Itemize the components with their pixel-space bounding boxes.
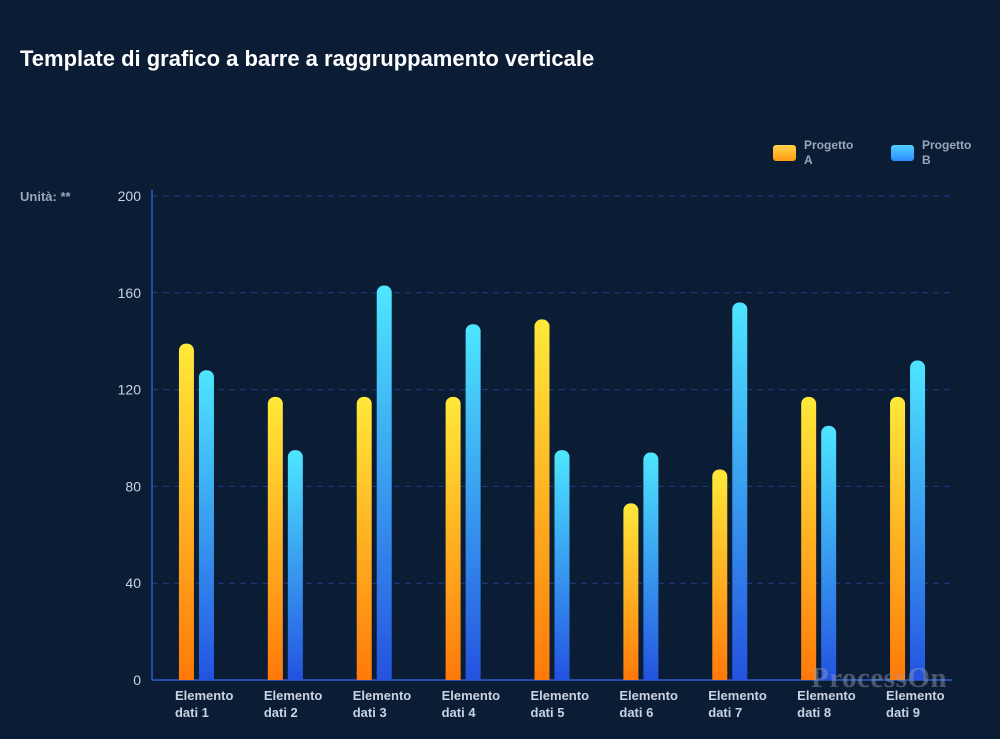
- x-tick-label-line-2: dati 8: [797, 705, 831, 720]
- y-tick-label: 40: [125, 575, 141, 591]
- y-axis-unit-label: Unità: **: [20, 189, 71, 204]
- y-tick-label: 200: [118, 188, 142, 204]
- x-tick-label-line-1: Elemento: [797, 688, 856, 703]
- bar-base-progetto-a-4: [445, 672, 461, 680]
- bar-progetto-a-6: [623, 503, 639, 680]
- legend-label-line-1: Progetto: [922, 138, 972, 152]
- bars: [178, 285, 926, 680]
- bar-base-progetto-b-7: [732, 672, 748, 680]
- legend-swatch-progetto-b: [891, 145, 914, 161]
- bar-progetto-b-8: [821, 425, 837, 680]
- legend-item-progetto-b[interactable]: Progetto B: [891, 138, 983, 168]
- bar-progetto-b-5: [554, 450, 570, 680]
- x-tick-label-line-2: dati 9: [886, 705, 920, 720]
- bar-progetto-a-8: [801, 396, 817, 680]
- bar-progetto-b-9: [910, 360, 926, 680]
- bar-base-progetto-b-6: [643, 672, 659, 680]
- bar-progetto-a-5: [534, 319, 550, 680]
- x-tick-label-line-2: dati 7: [708, 705, 742, 720]
- grid-lines: [152, 195, 952, 584]
- x-tick-label-line-1: Elemento: [175, 688, 234, 703]
- bar-progetto-b-7: [732, 302, 748, 680]
- bar-progetto-a-9: [890, 396, 906, 680]
- bar-progetto-a-7: [712, 469, 728, 680]
- x-tick-label-line-2: dati 5: [531, 705, 565, 720]
- x-tick-label-line-2: dati 4: [442, 705, 477, 720]
- x-tick-label-line-2: dati 2: [264, 705, 298, 720]
- x-tick-label-line-1: Elemento: [442, 688, 501, 703]
- x-tick-label-line-2: dati 3: [353, 705, 387, 720]
- x-tick-label-line-1: Elemento: [353, 688, 412, 703]
- bar-base-progetto-a-8: [801, 672, 817, 680]
- bar-progetto-b-4: [465, 324, 481, 680]
- x-tick-label-line-1: Elemento: [531, 688, 590, 703]
- legend-label-line-1: Progetto: [804, 138, 854, 152]
- y-tick-label: 120: [118, 382, 142, 398]
- legend-label-line-2: A: [804, 153, 813, 167]
- bar-base-progetto-b-9: [910, 672, 926, 680]
- y-tick-label: 80: [125, 478, 141, 494]
- y-tick-label: 0: [133, 672, 141, 688]
- x-tick-label-line-2: dati 6: [619, 705, 653, 720]
- legend-label-progetto-a: Progetto A: [804, 138, 865, 168]
- bar-progetto-a-1: [178, 343, 194, 680]
- x-tick-label-line-1: Elemento: [886, 688, 945, 703]
- bar-progetto-b-1: [198, 370, 214, 680]
- watermark-logo: ProcessOn: [811, 662, 948, 694]
- bar-base-progetto-a-6: [623, 672, 639, 680]
- bar-base-progetto-b-5: [554, 672, 570, 680]
- bar-base-progetto-b-2: [287, 672, 303, 680]
- bar-base-progetto-a-1: [178, 672, 194, 680]
- bar-progetto-a-3: [356, 396, 372, 680]
- bar-progetto-b-2: [287, 450, 303, 680]
- bar-base-progetto-a-9: [890, 672, 906, 680]
- legend-item-progetto-a[interactable]: Progetto A: [773, 138, 865, 168]
- bar-base-progetto-a-5: [534, 672, 550, 680]
- chart-legend: Progetto A Progetto B: [773, 138, 983, 168]
- x-tick-label-line-2: dati 1: [175, 705, 209, 720]
- bar-base-progetto-a-7: [712, 672, 728, 680]
- x-tick-label-line-1: Elemento: [708, 688, 767, 703]
- legend-swatch-progetto-a: [773, 145, 796, 161]
- x-tick-label-line-1: Elemento: [264, 688, 323, 703]
- bar-base-progetto-b-1: [198, 672, 214, 680]
- chart-title: Template di grafico a barre a raggruppam…: [20, 46, 595, 71]
- legend-label-progetto-b: Progetto B: [922, 138, 983, 168]
- tick-labels: 0 40 80 120 160 200 Elemento dati 1 Elemento dati…: [118, 188, 945, 720]
- axes: [151, 190, 952, 681]
- x-tick-label-line-1: Elemento: [619, 688, 678, 703]
- bar-base-progetto-b-4: [465, 672, 481, 680]
- bar-base-progetto-b-3: [376, 672, 392, 680]
- bar-progetto-b-6: [643, 452, 659, 680]
- legend-label-line-2: B: [922, 153, 931, 167]
- bar-progetto-b-3: [376, 285, 392, 680]
- bar-base-progetto-a-3: [356, 672, 372, 680]
- y-tick-label: 160: [118, 285, 142, 301]
- bar-progetto-a-4: [445, 396, 461, 680]
- bar-base-progetto-a-2: [267, 672, 283, 680]
- bar-progetto-a-2: [267, 396, 283, 680]
- bar-base-progetto-b-8: [821, 672, 837, 680]
